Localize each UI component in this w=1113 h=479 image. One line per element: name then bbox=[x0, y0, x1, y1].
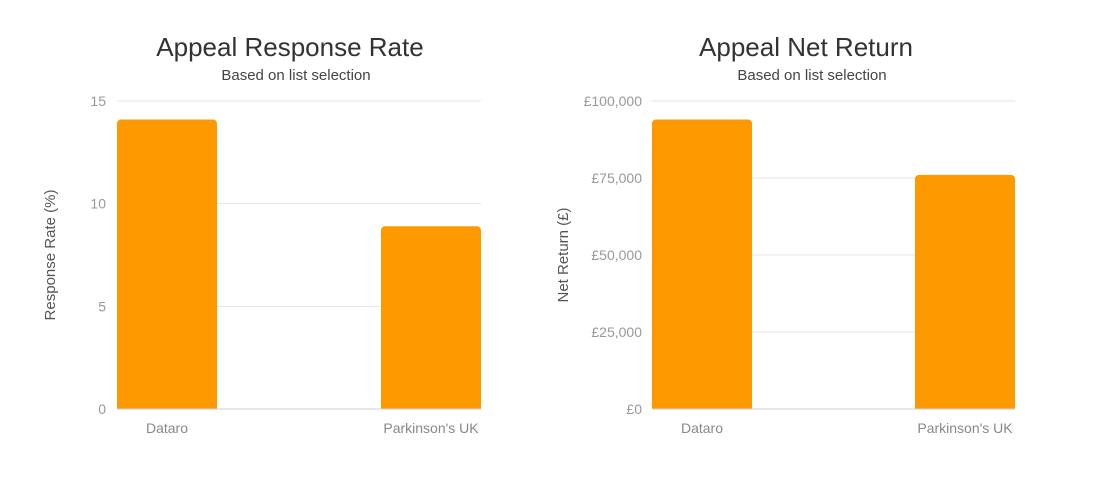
response-rate-chart: Appeal Response Rate Based on list selec… bbox=[0, 0, 556, 479]
bar-base bbox=[117, 403, 217, 409]
x-category-label: Parkinson's UK bbox=[383, 420, 479, 436]
y-tick-label: 10 bbox=[90, 196, 106, 212]
bar-parkinson-s-uk bbox=[381, 226, 481, 409]
y-axis-label: Response Rate (%) bbox=[42, 190, 59, 321]
y-tick-label: £100,000 bbox=[584, 93, 643, 109]
bar-parkinson-s-uk bbox=[915, 174, 1015, 409]
net-return-chart: Appeal Net Return Based on list selectio… bbox=[556, 0, 1113, 479]
chart-title: Appeal Net Return bbox=[699, 32, 913, 62]
y-tick-label: £75,000 bbox=[591, 170, 642, 186]
bar-base bbox=[652, 403, 752, 409]
chart-title: Appeal Response Rate bbox=[156, 32, 423, 62]
y-tick-label: 0 bbox=[98, 401, 106, 417]
y-tick-label: £50,000 bbox=[591, 247, 642, 263]
net-return-chart-svg: Appeal Net Return Based on list selectio… bbox=[556, 32, 1015, 436]
bar-base bbox=[381, 403, 481, 409]
bar-base bbox=[915, 403, 1015, 409]
x-category-label: Parkinson's UK bbox=[917, 420, 1013, 436]
chart-subtitle: Based on list selection bbox=[737, 67, 886, 84]
bar-dataro bbox=[652, 119, 752, 409]
y-axis-label: Net Return (£) bbox=[556, 207, 572, 302]
x-category-label: Dataro bbox=[146, 420, 188, 436]
y-tick-label: £0 bbox=[626, 401, 642, 417]
chart-subtitle: Based on list selection bbox=[221, 67, 370, 84]
y-tick-label: £25,000 bbox=[591, 324, 642, 340]
bar-dataro bbox=[117, 119, 217, 409]
y-tick-label: 15 bbox=[90, 93, 106, 109]
x-category-label: Dataro bbox=[681, 420, 723, 436]
response-rate-chart-svg: Appeal Response Rate Based on list selec… bbox=[42, 32, 481, 436]
y-tick-label: 5 bbox=[98, 298, 106, 314]
